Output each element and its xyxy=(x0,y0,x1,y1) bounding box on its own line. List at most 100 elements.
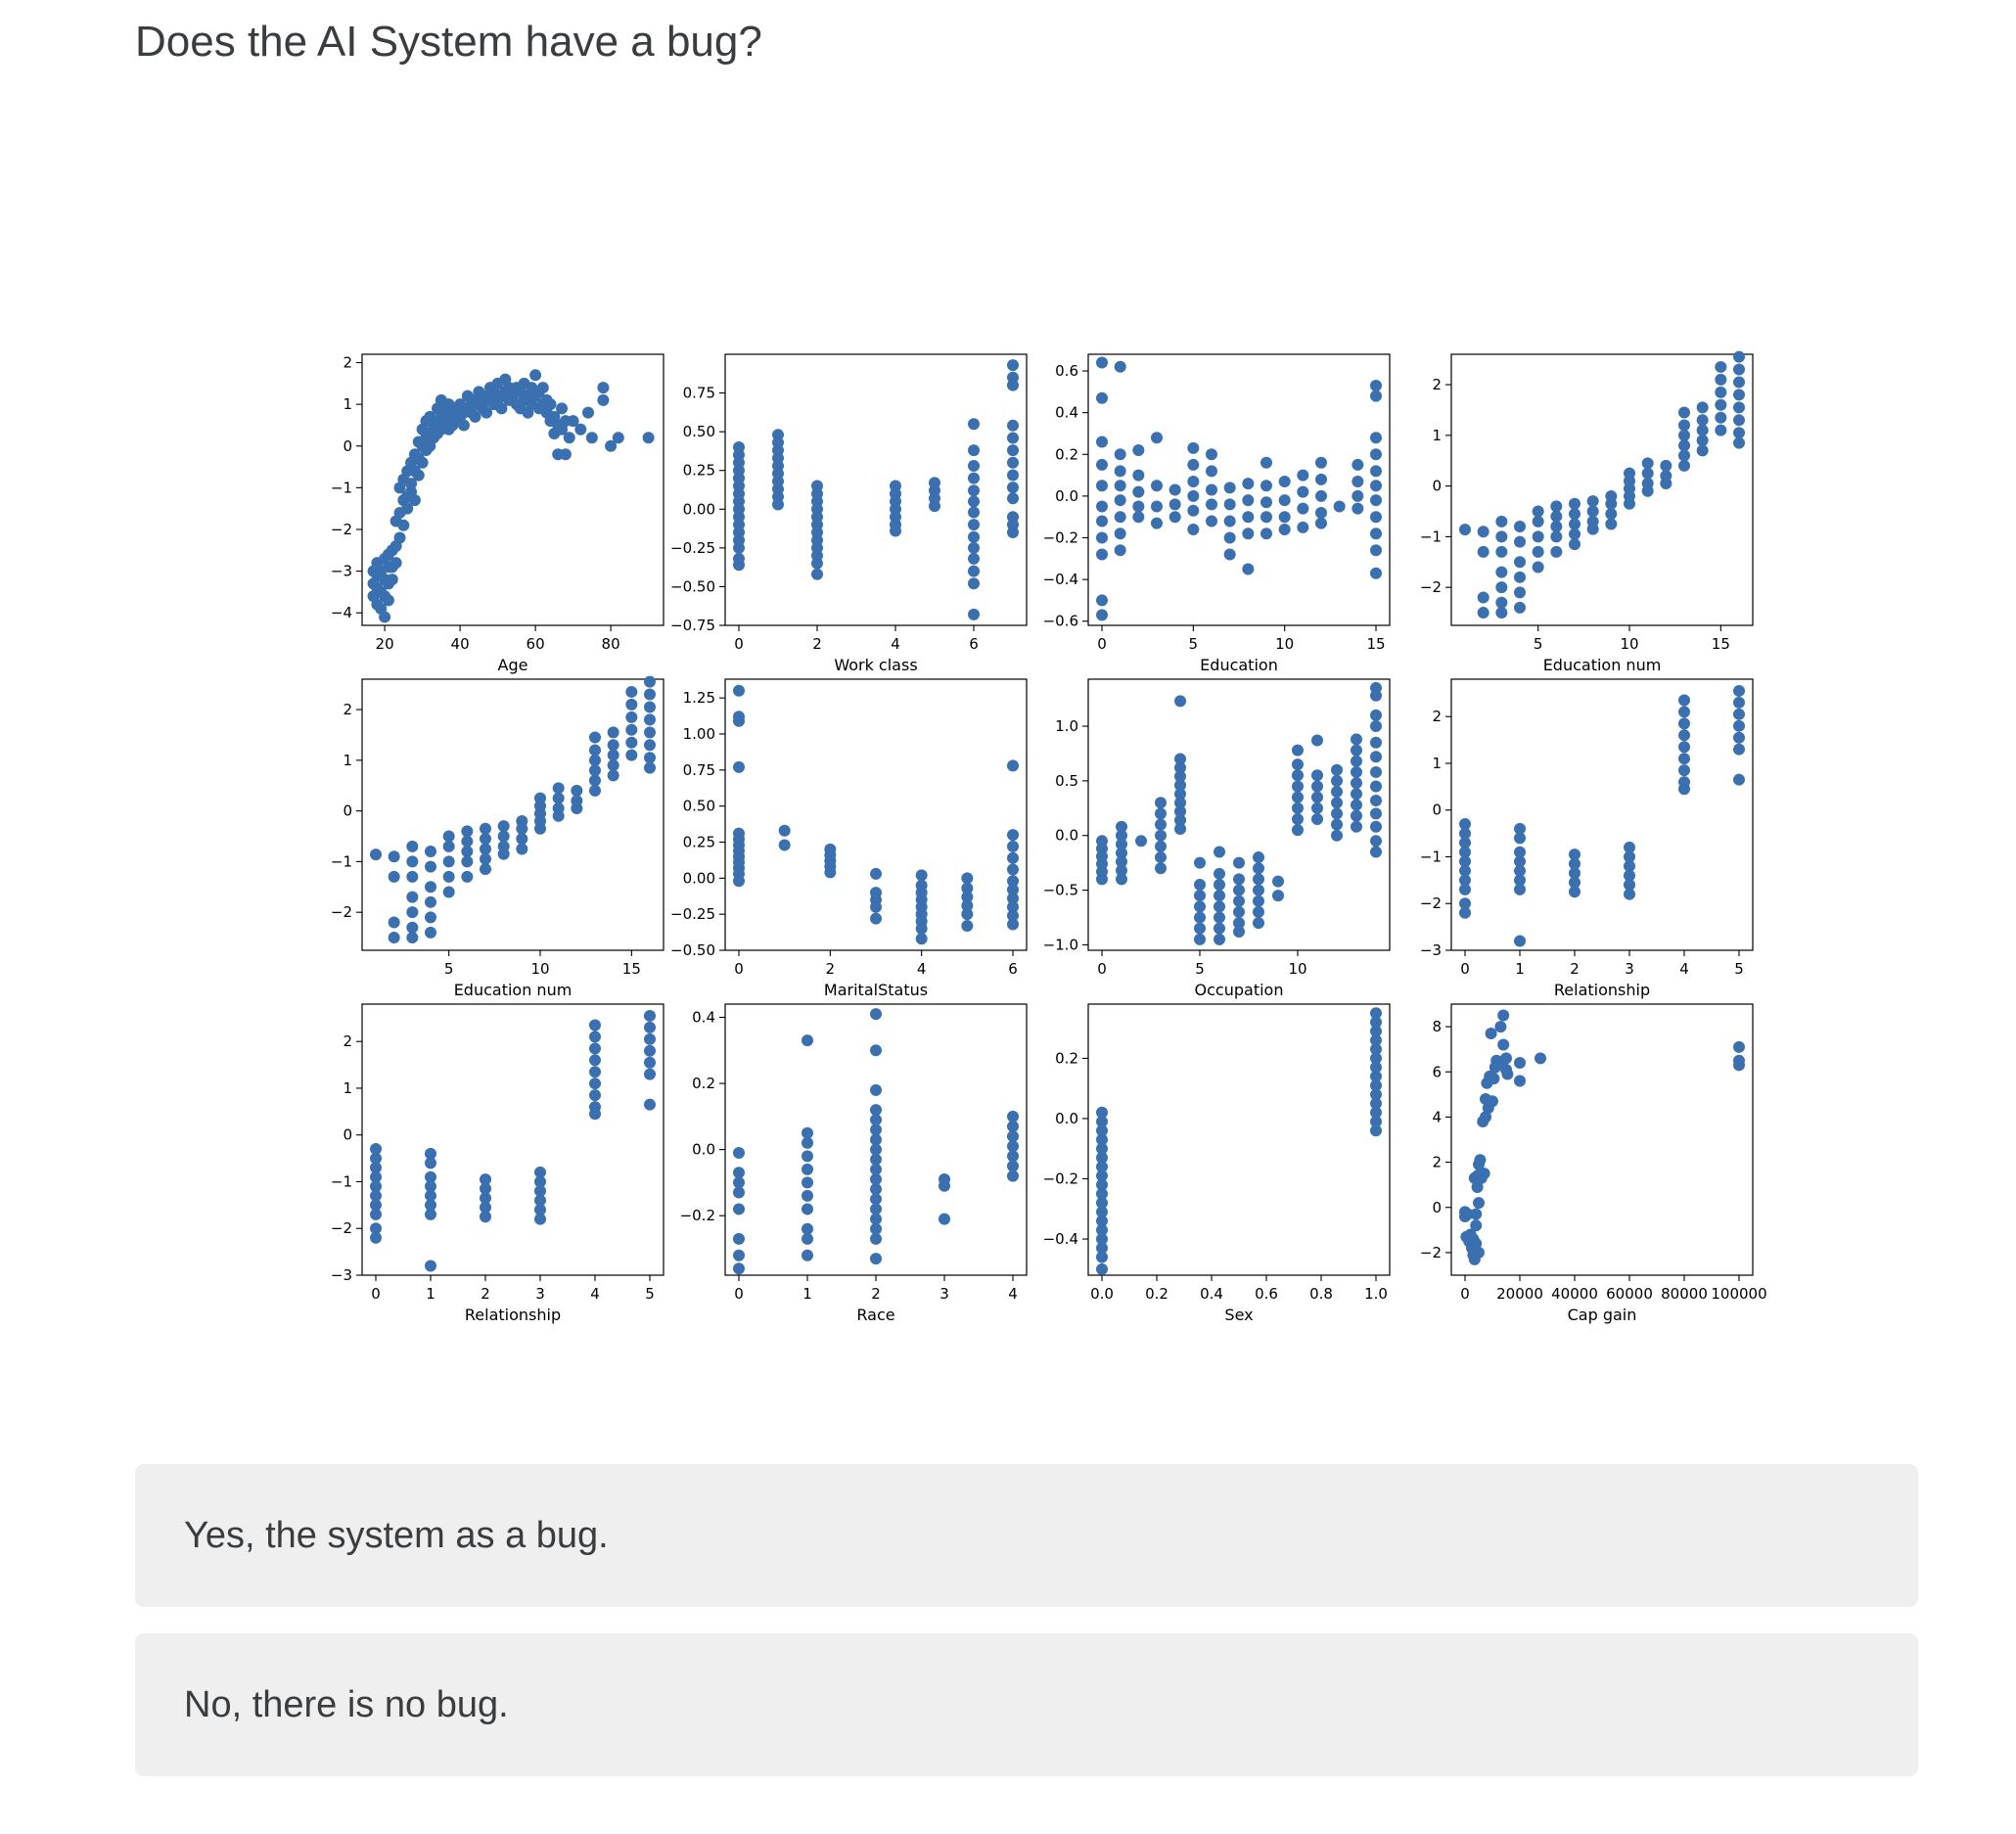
data-point xyxy=(425,926,436,939)
data-point xyxy=(1007,511,1019,524)
data-point xyxy=(1292,744,1304,757)
data-point xyxy=(589,1108,601,1121)
data-point xyxy=(1514,601,1526,614)
y-tick-label: −0.25 xyxy=(670,905,715,923)
data-point xyxy=(477,402,489,415)
data-point xyxy=(534,822,546,835)
data-point xyxy=(446,406,459,419)
data-point xyxy=(386,573,398,586)
data-point xyxy=(416,439,429,452)
data-point xyxy=(574,423,587,436)
data-point xyxy=(1514,832,1526,845)
data-point xyxy=(425,881,436,894)
data-point xyxy=(1351,733,1362,746)
data-point xyxy=(367,577,380,590)
data-point xyxy=(644,752,656,764)
data-point xyxy=(802,1176,813,1189)
data-point xyxy=(733,862,745,875)
data-point xyxy=(1459,855,1471,868)
data-point xyxy=(1007,851,1019,864)
data-point xyxy=(534,814,546,827)
data-point xyxy=(1096,480,1108,492)
data-point xyxy=(1489,1061,1501,1074)
data-point xyxy=(1624,497,1635,510)
data-point xyxy=(432,415,443,428)
x-axis-label: Sex xyxy=(1224,1306,1253,1324)
data-point xyxy=(1007,444,1019,457)
y-tick-label: 0.0 xyxy=(692,1141,715,1159)
data-point xyxy=(1311,812,1323,825)
y-tick-label: −0.6 xyxy=(1043,613,1078,630)
data-point xyxy=(432,427,443,439)
data-point xyxy=(480,1173,491,1186)
data-point xyxy=(1532,545,1544,558)
y-tick-label: −0.2 xyxy=(1043,529,1078,547)
data-point xyxy=(1460,1230,1473,1243)
plot-frame xyxy=(1087,678,1391,951)
data-point xyxy=(1214,890,1225,902)
data-point xyxy=(548,410,561,423)
x-tick-label: 1 xyxy=(802,1285,812,1303)
data-point xyxy=(446,419,459,432)
y-tick-label: 0.50 xyxy=(683,423,715,440)
data-point xyxy=(1733,708,1745,720)
data-point xyxy=(811,527,823,539)
data-point xyxy=(1370,379,1382,391)
data-point xyxy=(442,830,455,843)
data-point xyxy=(772,490,784,503)
data-point xyxy=(371,557,384,570)
data-point xyxy=(1370,1116,1382,1128)
data-point xyxy=(1733,401,1745,414)
data-point xyxy=(811,511,823,524)
x-tick-label: 0.2 xyxy=(1145,1285,1168,1303)
x-tick-label: 3 xyxy=(939,1285,949,1303)
data-point xyxy=(1678,741,1690,754)
data-point xyxy=(532,402,545,415)
data-point xyxy=(442,840,455,852)
data-point xyxy=(507,390,519,402)
data-point xyxy=(1733,376,1745,389)
data-point xyxy=(1370,390,1382,402)
data-point xyxy=(389,540,402,553)
data-point xyxy=(1007,759,1019,772)
data-point xyxy=(1168,483,1181,496)
y-tick-label: −3 xyxy=(331,1266,352,1284)
data-point xyxy=(733,464,745,477)
data-point xyxy=(589,731,601,744)
x-axis-label: Education num xyxy=(454,981,573,999)
data-point xyxy=(1624,482,1635,495)
data-point xyxy=(1678,406,1690,419)
data-point xyxy=(1470,1219,1483,1232)
data-point xyxy=(412,469,425,481)
x-tick-label: 10 xyxy=(530,960,549,978)
x-tick-label: 80000 xyxy=(1661,1285,1708,1303)
data-point xyxy=(733,559,745,572)
scatter-panel: 5 10 15 −2 −1 0 1 2 Education num xyxy=(331,675,664,999)
data-point xyxy=(425,1199,436,1212)
data-point xyxy=(870,1183,882,1196)
data-point xyxy=(1514,586,1526,599)
data-point xyxy=(890,480,901,492)
data-point xyxy=(1459,846,1471,858)
data-point xyxy=(961,891,974,903)
data-point xyxy=(870,1153,882,1166)
data-point xyxy=(870,1133,882,1146)
x-tick-label: 1 xyxy=(426,1285,435,1303)
data-point xyxy=(961,882,974,894)
data-point xyxy=(425,1260,436,1272)
data-point xyxy=(1532,530,1544,543)
data-point xyxy=(1007,419,1019,432)
data-point xyxy=(1550,500,1563,513)
data-point xyxy=(1550,545,1563,558)
data-point xyxy=(1464,1228,1477,1241)
data-point xyxy=(1096,500,1108,513)
data-point xyxy=(824,866,837,879)
data-point xyxy=(1459,827,1471,840)
data-point xyxy=(382,548,394,561)
data-point xyxy=(1495,596,1508,609)
answer-no-button[interactable]: No, there is no bug. xyxy=(135,1633,1918,1776)
answer-yes-button[interactable]: Yes, the system as a bug. xyxy=(135,1464,1918,1607)
data-point xyxy=(1297,502,1309,515)
data-point xyxy=(1096,1142,1108,1155)
y-tick-label: −1 xyxy=(331,1172,352,1190)
